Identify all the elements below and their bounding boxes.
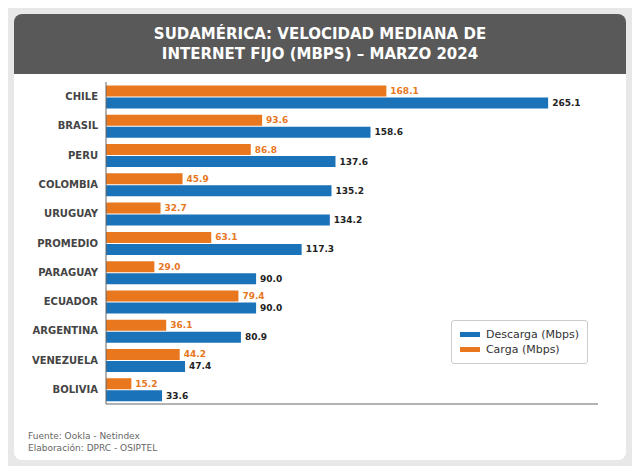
svg-text:URUGUAY: URUGUAY [44,208,99,219]
svg-text:80.9: 80.9 [245,332,267,342]
svg-text:90.0: 90.0 [260,274,282,284]
svg-text:158.6: 158.6 [375,127,403,137]
svg-text:COLOMBIA: COLOMBIA [39,179,99,190]
svg-text:PARAGUAY: PARAGUAY [38,267,98,278]
svg-text:PERU: PERU [68,150,98,161]
svg-text:ARGENTINA: ARGENTINA [33,325,99,336]
svg-text:36.1: 36.1 [170,320,192,330]
html-text:Carga (Mbps): Carga (Mbps) [485,343,560,356]
svg-text:137.6: 137.6 [339,157,367,167]
html-text:Fuente: Ookla - Netindex: Fuente: Ookla - Netindex [28,431,140,441]
svg-text:86.8: 86.8 [255,145,277,155]
svg-text:63.1: 63.1 [215,232,237,242]
svg-text:90.0: 90.0 [260,303,282,313]
svg-text:168.1: 168.1 [390,86,418,96]
svg-text:33.6: 33.6 [166,391,188,401]
svg-text:BOLIVIA: BOLIVIA [53,384,99,395]
svg-text:44.2: 44.2 [184,349,206,359]
svg-text:79.4: 79.4 [242,291,264,301]
svg-text:ECUADOR: ECUADOR [44,296,99,307]
html-text:SUDAMÉRICA: VELOCIDAD MEDIANA: SUDAMÉRICA: VELOCIDAD MEDIANA DE INTERNE… [153,25,487,63]
svg-text:47.4: 47.4 [189,361,211,371]
svg-text:CHILE: CHILE [65,91,98,102]
svg-text:135.2: 135.2 [335,186,363,196]
svg-text:265.1: 265.1 [552,98,580,108]
svg-text:PROMEDIO: PROMEDIO [37,238,98,249]
svg-text:93.6: 93.6 [266,115,288,125]
svg-text:117.3: 117.3 [306,244,334,254]
html-text:Elaboración: DPRC - OSIPTEL: Elaboración: DPRC - OSIPTEL [28,443,158,453]
svg-text:29.0: 29.0 [158,262,180,272]
svg-text:45.9: 45.9 [187,174,209,184]
svg-text:32.7: 32.7 [165,203,187,213]
svg-text:15.2: 15.2 [135,379,157,389]
svg-text:BRASIL: BRASIL [58,120,99,131]
svg-text:VENEZUELA: VENEZUELA [32,355,98,366]
html-text:Descarga (Mbps): Descarga (Mbps) [485,328,579,341]
svg-text:134.2: 134.2 [334,215,362,225]
